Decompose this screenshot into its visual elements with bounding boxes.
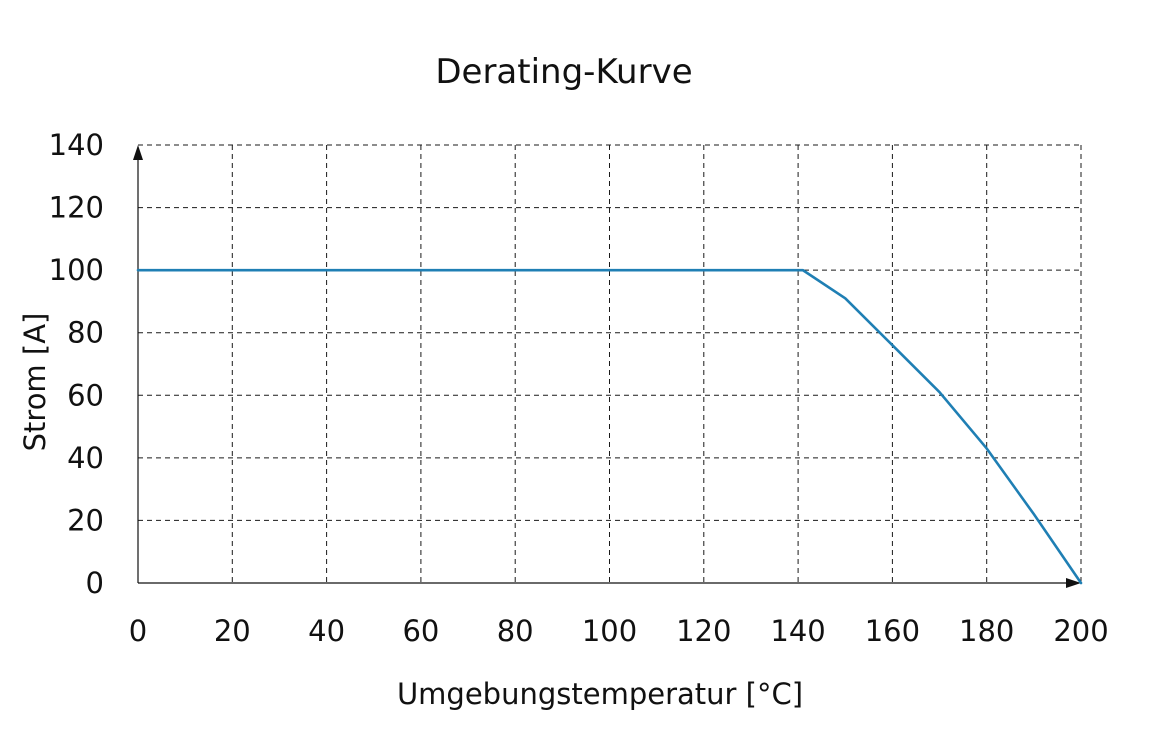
x-tick-label: 120	[676, 614, 731, 648]
x-tick-label: 80	[497, 614, 534, 648]
x-tick-label: 180	[959, 614, 1014, 648]
y-tick-label: 120	[49, 191, 104, 225]
tick-labels: 0 20 40 60 80 100 120 140 160 180 200 0 20 40 60 80 100 1…	[49, 128, 1109, 648]
y-tick-label: 20	[67, 503, 104, 537]
x-tick-label: 100	[582, 614, 637, 648]
y-tick-label: 40	[67, 441, 104, 475]
derating-curve-line	[136, 268, 1083, 585]
x-tick-label: 60	[402, 614, 439, 648]
y-tick-label: 100	[49, 253, 104, 287]
y-tick-label: 60	[67, 378, 104, 412]
y-axis-arrowhead	[133, 145, 143, 160]
series-layer	[136, 268, 1083, 585]
x-tick-label: 40	[308, 614, 345, 648]
chart-title: Derating-Kurve	[435, 52, 692, 92]
x-tick-label: 140	[770, 614, 825, 648]
x-tick-label: 20	[214, 614, 251, 648]
x-axis-arrowhead	[1066, 578, 1081, 588]
y-tick-label: 140	[49, 128, 104, 162]
x-tick-label: 0	[129, 614, 147, 648]
y-tick-label: 0	[86, 566, 104, 600]
grid-lines	[138, 144, 1082, 583]
x-axis-label: Umgebungstemperatur [°C]	[397, 677, 803, 711]
axes	[133, 145, 1081, 588]
x-tick-label: 160	[865, 614, 920, 648]
y-tick-label: 80	[67, 316, 104, 350]
x-tick-label: 200	[1053, 614, 1108, 648]
y-axis-label: Strom [A]	[18, 313, 52, 452]
